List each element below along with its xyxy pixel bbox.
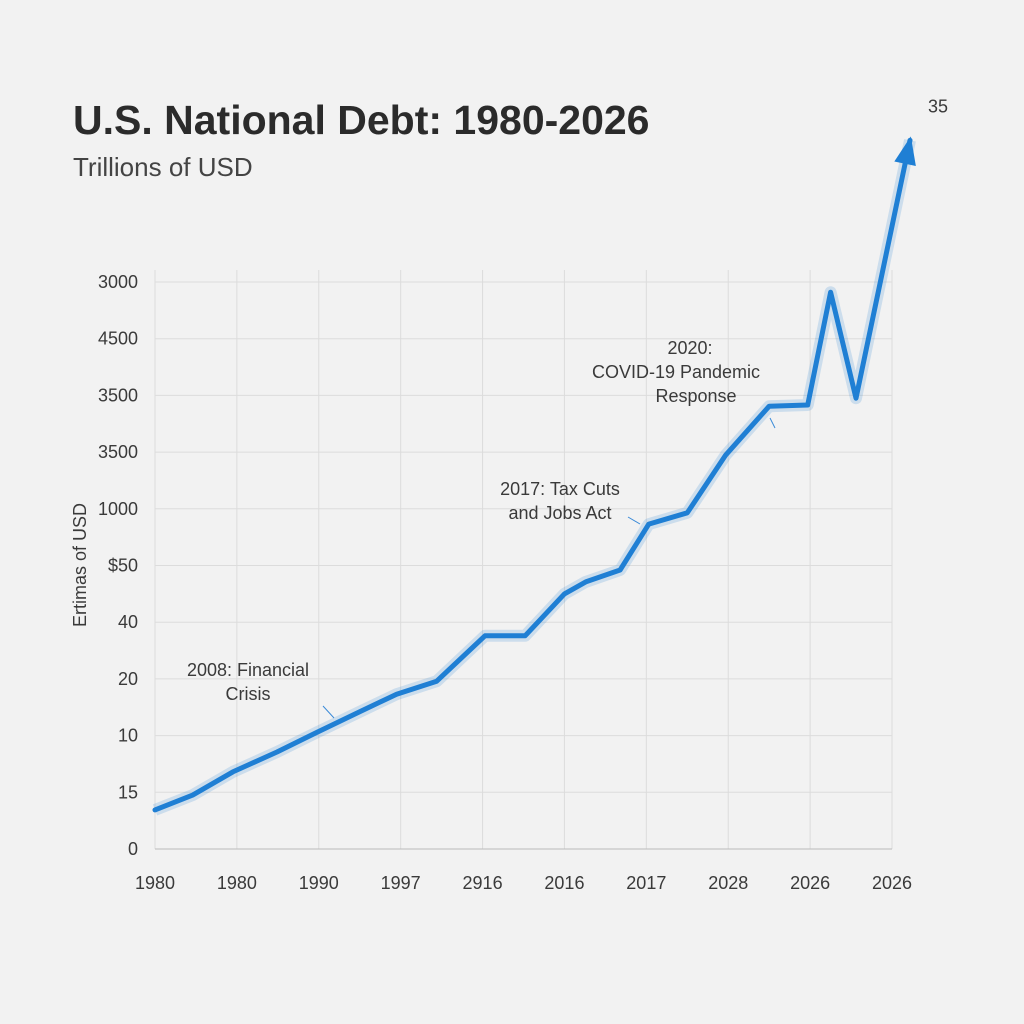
y-tick-label: 20 bbox=[118, 669, 138, 689]
line-glow bbox=[152, 139, 916, 816]
y-tick-label: 1000 bbox=[98, 499, 138, 519]
x-tick-label: 1997 bbox=[381, 873, 421, 893]
annotation-pointer bbox=[627, 516, 641, 525]
arrow-head bbox=[894, 136, 916, 166]
annotation-text: 2008: Financial bbox=[187, 660, 309, 680]
y-tick-label: 0 bbox=[128, 839, 138, 859]
x-tick-label: 2017 bbox=[626, 873, 666, 893]
y-tick-label: 10 bbox=[118, 726, 138, 746]
annotation-pointer bbox=[322, 705, 335, 719]
annotation-text: and Jobs Act bbox=[508, 503, 611, 523]
x-tick-label: 1980 bbox=[217, 873, 257, 893]
chart-title: U.S. National Debt: 1980-2026 bbox=[73, 97, 649, 143]
x-tick-label: 1980 bbox=[135, 873, 175, 893]
annotation-pointer bbox=[769, 417, 776, 429]
end-label: 35 bbox=[928, 96, 948, 116]
y-tick-label: 40 bbox=[118, 612, 138, 632]
line-series bbox=[152, 137, 913, 813]
y-axis-label: Ertimas of USD bbox=[70, 503, 90, 627]
x-tick-label: 2016 bbox=[544, 873, 584, 893]
y-tick-label: 15 bbox=[118, 782, 138, 802]
chart-subtitle: Trillions of USD bbox=[73, 152, 253, 182]
x-tick-label: 1990 bbox=[299, 873, 339, 893]
y-tick-label: $50 bbox=[108, 556, 138, 576]
x-tick-label: 2028 bbox=[708, 873, 748, 893]
y-tick-label: 3500 bbox=[98, 442, 138, 462]
y-tick-label: 4500 bbox=[98, 329, 138, 349]
annotation-text: Response bbox=[655, 386, 736, 406]
x-tick-label: 2026 bbox=[790, 873, 830, 893]
x-tick-label: 2916 bbox=[463, 873, 503, 893]
y-tick-label: 3000 bbox=[98, 272, 138, 292]
annotation-text: 2017: Tax Cuts bbox=[500, 479, 620, 499]
x-tick-label: 2026 bbox=[872, 873, 912, 893]
annotation-text: 2020: bbox=[667, 338, 712, 358]
annotation-text: COVID-19 Pandemic bbox=[592, 362, 760, 382]
y-tick-label: 3500 bbox=[98, 385, 138, 405]
annotation-text: Crisis bbox=[226, 684, 271, 704]
